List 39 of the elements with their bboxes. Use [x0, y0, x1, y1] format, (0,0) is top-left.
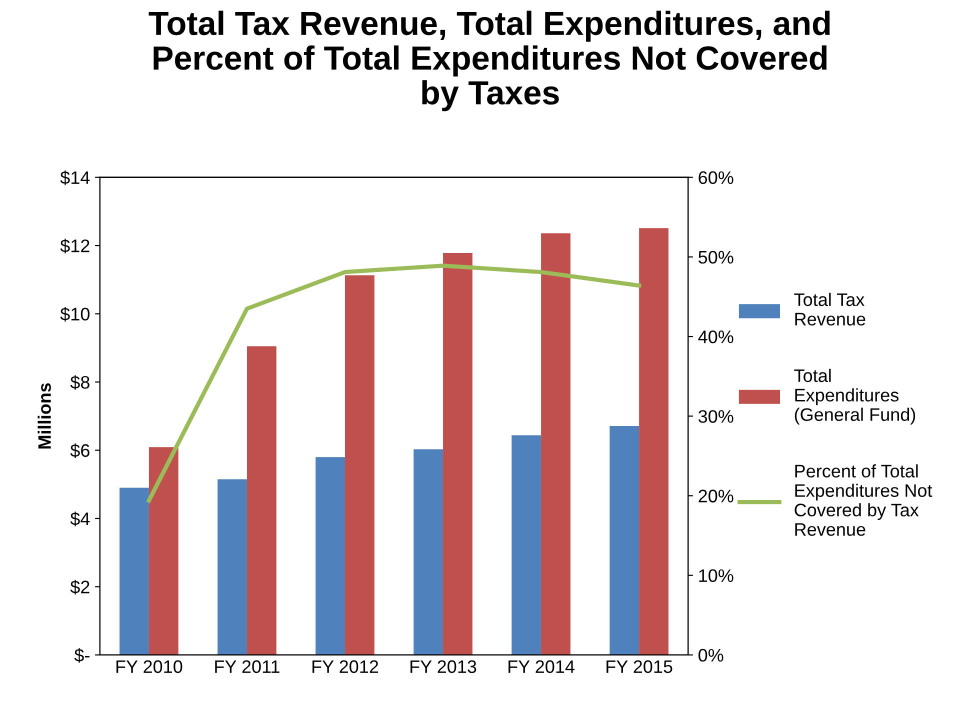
y2-tick-label: 0% — [698, 648, 724, 662]
line-series — [146, 264, 642, 503]
legend-label: Total Tax Revenue — [794, 292, 866, 326]
chart-title: Total Tax Revenue, Total Expenditures, and Percent of Total Expenditures Not Covered by Taxes — [148, 10, 830, 112]
y2-tick-label: 20% — [698, 490, 734, 502]
y-tick-label: $14 — [60, 170, 90, 186]
bar — [512, 435, 542, 655]
y-tick-label: $6 — [70, 443, 90, 458]
bar — [345, 275, 374, 655]
x-tick-label: FY 2011 — [215, 660, 280, 674]
bar — [246, 346, 276, 655]
x-tick-label: FY 2014 — [508, 660, 574, 674]
x-tick-label: FY 2013 — [410, 660, 476, 674]
y2-tick-label: 60% — [698, 171, 734, 184]
x-tick-label: FY 2012 — [312, 660, 378, 674]
bar — [541, 233, 570, 655]
y2-tick-label: 50% — [698, 250, 734, 264]
legend-label: Total Expenditures (General Fund) — [794, 368, 916, 425]
bar — [120, 488, 149, 655]
legend-label: Percent of Total Expenditures Not Covered by Tax Revenue — [794, 464, 932, 536]
y2-tick-label: 30% — [698, 410, 734, 423]
y-tick-label: $8 — [70, 375, 90, 390]
bar — [610, 426, 640, 655]
bar — [148, 447, 178, 655]
y2-tick-label: 40% — [698, 330, 734, 344]
y-tick-label: $2 — [70, 580, 90, 595]
y-tick-label: $10 — [60, 306, 90, 322]
bar — [639, 228, 668, 655]
y-tick-label: $12 — [60, 238, 90, 254]
bar — [316, 457, 345, 655]
x-tick-label: FY 2015 — [606, 660, 672, 674]
y2-tick-label: 10% — [699, 569, 734, 582]
bar — [218, 479, 247, 655]
y-axis-title: Millions — [38, 383, 51, 449]
bar — [443, 253, 472, 655]
bar — [414, 449, 444, 655]
y-tick-label: $- — [74, 648, 90, 663]
y-tick-label: $4 — [70, 512, 90, 526]
x-tick-label: FY 2010 — [116, 660, 182, 674]
